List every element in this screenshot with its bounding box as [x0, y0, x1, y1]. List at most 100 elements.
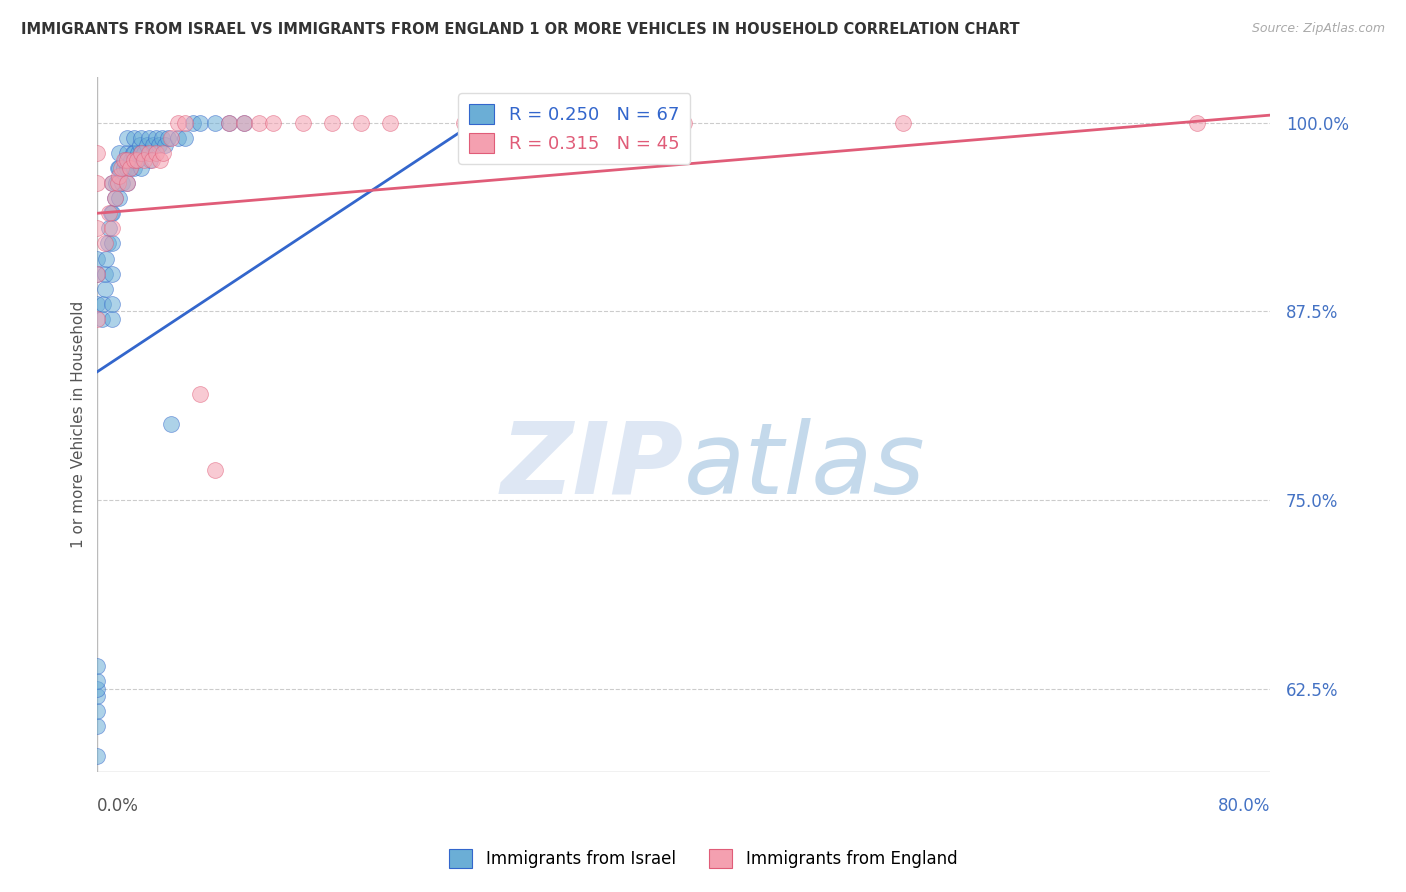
Point — [131, 130, 153, 145]
Point — [86, 221, 108, 235]
Point — [141, 153, 163, 168]
Point — [321, 116, 343, 130]
Point — [107, 161, 129, 175]
Point — [145, 130, 167, 145]
Point — [149, 153, 172, 168]
Point — [114, 153, 136, 168]
Point — [93, 282, 115, 296]
Point — [121, 145, 143, 160]
Point — [893, 116, 915, 130]
Text: ZIP: ZIP — [501, 417, 683, 515]
Point — [122, 161, 145, 175]
Point — [112, 161, 135, 175]
Point — [86, 311, 108, 326]
Point — [167, 116, 190, 130]
Point — [122, 130, 145, 145]
Point — [108, 169, 131, 183]
Legend: R = 0.250   N = 67, R = 0.315   N = 45: R = 0.250 N = 67, R = 0.315 N = 45 — [458, 94, 690, 164]
Point — [86, 704, 108, 718]
Point — [125, 153, 148, 168]
Point — [232, 116, 254, 130]
Point — [167, 130, 190, 145]
Point — [101, 176, 124, 190]
Point — [150, 130, 173, 145]
Point — [122, 153, 145, 168]
Point — [159, 417, 181, 432]
Point — [97, 236, 120, 251]
Point — [101, 236, 124, 251]
Point — [100, 206, 122, 220]
Point — [181, 116, 204, 130]
Point — [131, 145, 153, 160]
Point — [131, 145, 153, 160]
Text: 80.0%: 80.0% — [1218, 797, 1270, 814]
Point — [101, 311, 124, 326]
Point — [86, 267, 108, 281]
Point — [139, 153, 162, 168]
Point — [128, 138, 150, 153]
Point — [152, 145, 174, 160]
Point — [153, 138, 176, 153]
Point — [218, 116, 240, 130]
Point — [159, 130, 181, 145]
Point — [90, 311, 112, 326]
Point — [188, 116, 211, 130]
Point — [291, 116, 314, 130]
Point — [134, 153, 156, 168]
Point — [262, 116, 284, 130]
Point — [118, 161, 141, 175]
Text: atlas: atlas — [683, 417, 925, 515]
Point — [204, 116, 226, 130]
Point — [107, 176, 129, 190]
Point — [122, 145, 145, 160]
Point — [247, 116, 270, 130]
Point — [86, 252, 108, 266]
Point — [86, 749, 108, 764]
Point — [145, 145, 167, 160]
Point — [174, 130, 197, 145]
Point — [86, 673, 108, 688]
Point — [108, 145, 131, 160]
Point — [86, 297, 108, 311]
Point — [86, 267, 108, 281]
Point — [142, 138, 165, 153]
Point — [380, 116, 402, 130]
Text: Source: ZipAtlas.com: Source: ZipAtlas.com — [1251, 22, 1385, 36]
Point — [91, 297, 114, 311]
Point — [101, 206, 124, 220]
Point — [115, 176, 138, 190]
Point — [156, 130, 179, 145]
Point — [350, 116, 373, 130]
Point — [86, 681, 108, 696]
Point — [125, 153, 148, 168]
Point — [86, 659, 108, 673]
Point — [131, 161, 153, 175]
Point — [134, 145, 156, 160]
Point — [105, 176, 128, 190]
Point — [115, 130, 138, 145]
Point — [101, 176, 124, 190]
Point — [118, 161, 141, 175]
Point — [174, 116, 197, 130]
Point — [101, 221, 124, 235]
Point — [148, 138, 170, 153]
Point — [101, 267, 124, 281]
Point — [98, 221, 121, 235]
Point — [112, 153, 135, 168]
Text: IMMIGRANTS FROM ISRAEL VS IMMIGRANTS FROM ENGLAND 1 OR MORE VEHICLES IN HOUSEHOL: IMMIGRANTS FROM ISRAEL VS IMMIGRANTS FRO… — [21, 22, 1019, 37]
Point — [526, 116, 548, 130]
Point — [104, 191, 127, 205]
Point — [232, 116, 254, 130]
Point — [86, 689, 108, 703]
Point — [86, 719, 108, 733]
Point — [94, 252, 117, 266]
Point — [218, 116, 240, 130]
Point — [108, 191, 131, 205]
Point — [1185, 116, 1208, 130]
Point — [115, 145, 138, 160]
Point — [98, 206, 121, 220]
Point — [110, 161, 132, 175]
Point — [138, 130, 160, 145]
Point — [136, 138, 159, 153]
Point — [453, 116, 475, 130]
